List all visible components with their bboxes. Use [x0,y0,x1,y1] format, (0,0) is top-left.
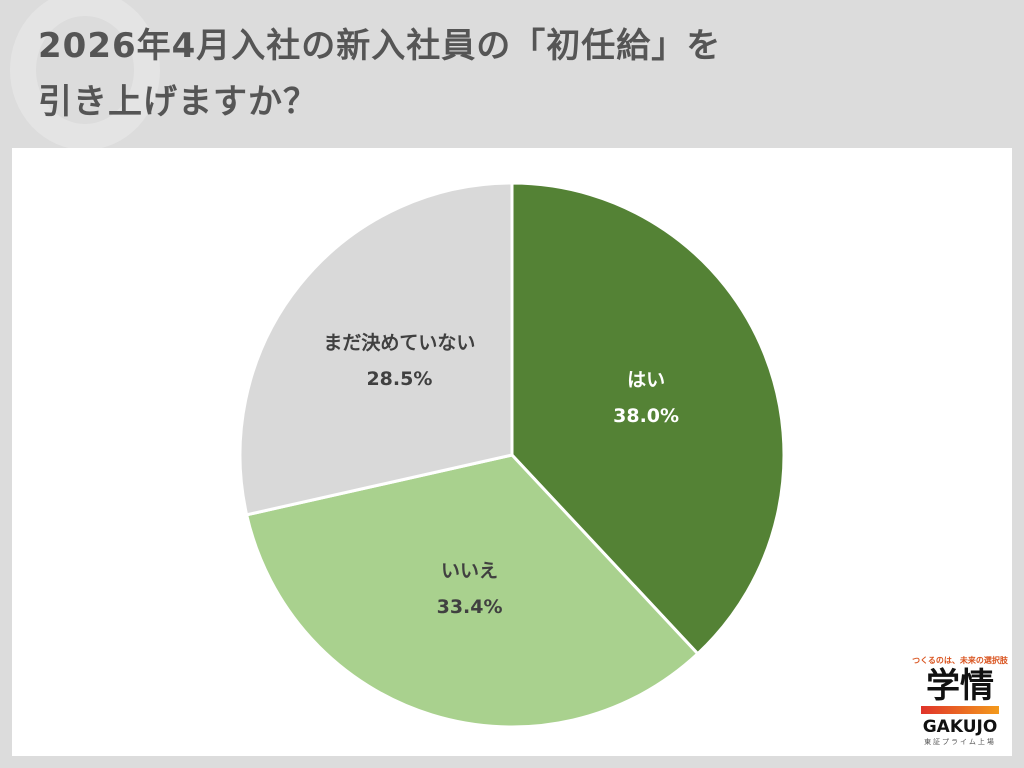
logo-sub: 東証プライム上場 [924,738,996,746]
gakujo-logo: つくるのは、未来の選択肢 学情 GAKUJO 東証プライム上場 [905,655,1015,747]
logo-en: GAKUJO [922,717,998,737]
slice-value-label: 28.5% [366,368,432,390]
pie-slice [244,453,700,729]
chart-panel: はい 38.0% いいえ 33.4% まだ決めていない 28.5% [12,148,1012,756]
page-title: 2026年4月入社の新入社員の「初任給」を 引き上げますか？ [38,18,721,130]
pie-chart: はい 38.0% いいえ 33.4% まだ決めていない 28.5% [238,181,786,729]
logo-name: 学情 [926,666,994,706]
slice-category-label: まだ決めていない [323,332,475,354]
title-line-1: 2026年4月入社の新入社員の「初任給」を [38,26,722,66]
slice-value-label: 38.0% [613,405,679,427]
logo-tagline: つくるのは、未来の選択肢 [912,656,1008,665]
pie-slice [238,181,514,517]
slice-value-label: 33.4% [437,596,503,618]
pie-slice [510,181,786,656]
slice-category-label: はい [627,369,665,391]
slice-category-label: いいえ [441,560,498,582]
logo-bar [921,706,999,714]
title-line-2: 引き上げますか？ [38,82,318,122]
